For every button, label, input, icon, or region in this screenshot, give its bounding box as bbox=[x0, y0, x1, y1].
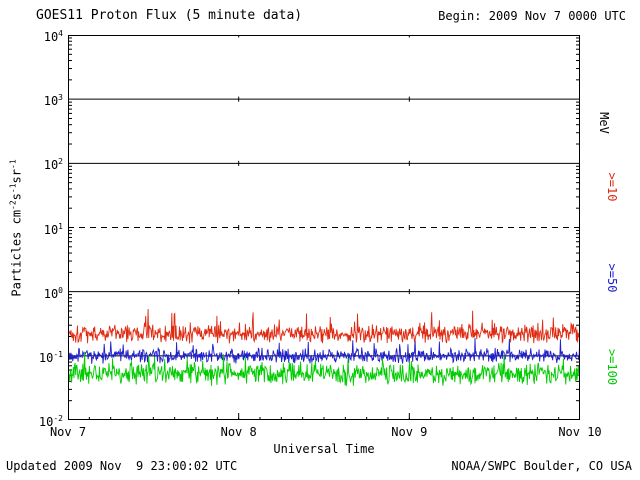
x-tick-label: Nov 10 bbox=[558, 425, 602, 439]
y-axis-label-text: Particles cm-2s-1sr-1 bbox=[8, 159, 24, 297]
x-tick-label: Nov 9 bbox=[391, 425, 428, 439]
y-tick-label: 10-1 bbox=[38, 349, 63, 365]
updated-timestamp: Updated 2009 Nov 9 23:00:02 UTC bbox=[6, 459, 238, 473]
x-tick-label: Nov 7 bbox=[49, 425, 87, 439]
y-tick-label: 103 bbox=[43, 93, 63, 109]
plot-area bbox=[68, 35, 580, 420]
x-tick-label: Nov 8 bbox=[220, 425, 257, 439]
y-tick-label: 100 bbox=[43, 285, 63, 301]
begin-timestamp: Begin: 2009 Nov 7 0000 UTC bbox=[438, 9, 626, 23]
y-tick-label: 101 bbox=[43, 221, 63, 237]
x-axis-label: Universal Time bbox=[273, 442, 375, 456]
y-axis-tick-labels: 104 103 102 101 100 10-1 10-2 bbox=[0, 0, 65, 480]
y-tick-label: 10-2 bbox=[38, 414, 63, 429]
chart-title: GOES11 Proton Flux (5 minute data) bbox=[36, 8, 303, 23]
y-tick-label: 102 bbox=[43, 157, 63, 173]
right-axis-unit-text: MeV bbox=[597, 112, 611, 134]
y-tick-label: 104 bbox=[43, 29, 63, 44]
source-attribution: NOAA/SWPC Boulder, CO USA bbox=[451, 459, 632, 473]
